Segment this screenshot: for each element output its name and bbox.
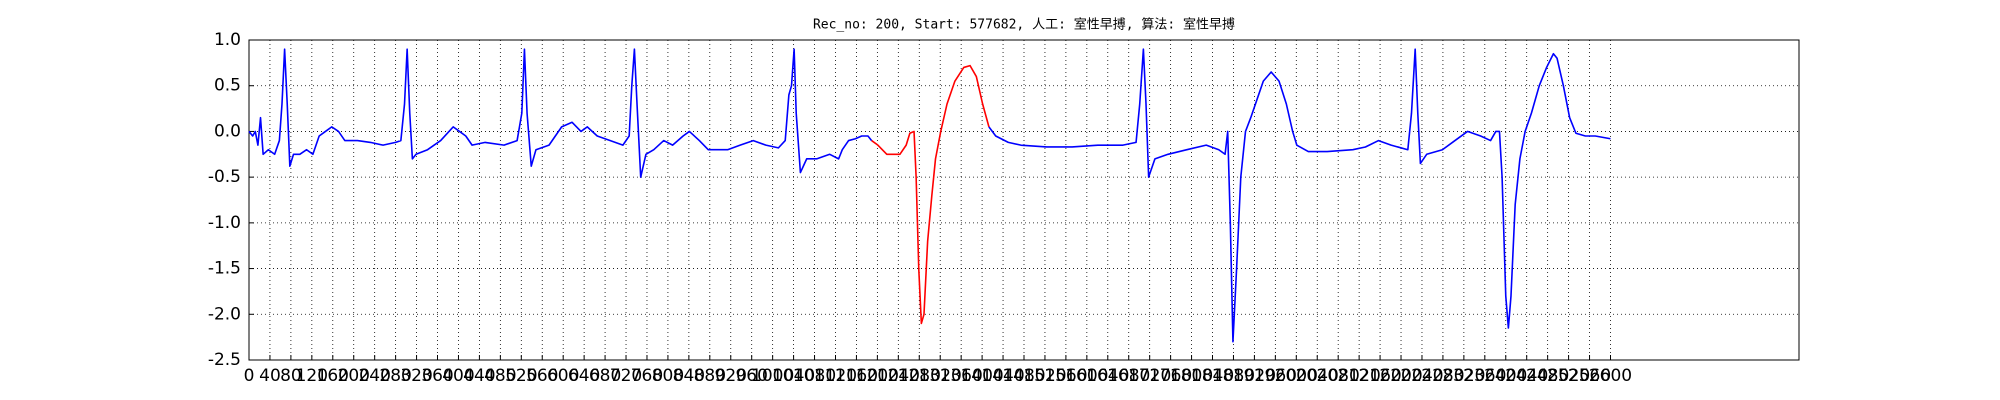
x-tick-label: 200 (338, 366, 370, 386)
ecg-line (248, 48, 873, 178)
x-tick-label: 2200 (1379, 366, 1422, 386)
x-tick-label: 0 (244, 366, 255, 386)
x-tick-label: 760 (631, 366, 663, 386)
x-tick-label: 680 (589, 366, 621, 386)
x-tick-label: 1080 (793, 366, 836, 386)
x-tick-label: 2480 (1526, 366, 1569, 386)
x-tick-label: 80 (280, 366, 302, 386)
x-tick-label: 1000 (751, 366, 794, 386)
x-tick-label: 2280 (1421, 366, 1464, 386)
x-tick-label: 1720 (1128, 366, 1171, 386)
x-tick-label: 720 (610, 366, 642, 386)
x-tick-label: 360 (421, 366, 453, 386)
x-tick-label: 440 (463, 366, 495, 386)
y-tick-label: 0.5 (214, 76, 241, 96)
ecg-line (988, 48, 1611, 343)
x-tick-label: 1160 (835, 366, 878, 386)
x-tick-label: 1800 (1170, 366, 1213, 386)
chart-title: Rec_no: 200, Start: 577682, 人工: 室性早搏, 算法… (813, 17, 1235, 33)
x-tick-label: 1120 (814, 366, 857, 386)
y-tick-label: 1.0 (214, 30, 241, 50)
x-tick-label: 560 (526, 366, 558, 386)
x-tick-label: 1760 (1149, 366, 1192, 386)
x-tick-label: 2240 (1400, 366, 1443, 386)
x-tick-label: 1840 (1191, 366, 1234, 386)
ecg-line (871, 64, 990, 325)
x-tick-label: 1680 (1107, 366, 1150, 386)
x-tick-label: 1400 (960, 366, 1003, 386)
x-tick-label: 2520 (1547, 366, 1590, 386)
x-tick-label: 1560 (1044, 366, 1087, 386)
x-tick-label: 2560 (1568, 366, 1611, 386)
x-tick-label: 1040 (772, 366, 815, 386)
x-tick-label: 1920 (1233, 366, 1276, 386)
x-tick-label: 1960 (1254, 366, 1297, 386)
x-tick-label: 1200 (856, 366, 899, 386)
x-tick-label: 40 (259, 366, 281, 386)
x-tick-label: 1440 (981, 366, 1024, 386)
x-tick-label: 2320 (1442, 366, 1485, 386)
x-tick-label: 960 (735, 366, 767, 386)
x-tick-label: 640 (568, 366, 600, 386)
x-tick-label: 240 (358, 366, 390, 386)
x-tick-label: 400 (442, 366, 474, 386)
x-tick-label: 2360 (1463, 366, 1506, 386)
x-tick-label: 160 (317, 366, 349, 386)
y-tick-label: -2.5 (208, 350, 241, 370)
x-tick-label: 280 (379, 366, 411, 386)
x-tick-label: 1880 (1212, 366, 1255, 386)
x-tick-label: 2080 (1317, 366, 1360, 386)
x-tick-label: 1240 (877, 366, 920, 386)
x-tick-label: 1360 (940, 366, 983, 386)
x-tick-label: 600 (547, 366, 579, 386)
x-tick-label: 320 (400, 366, 432, 386)
x-tick-label: 1320 (919, 366, 962, 386)
x-tick-label: 2040 (1296, 366, 1339, 386)
x-tick-label: 800 (652, 366, 684, 386)
x-tick-label: 2000 (1275, 366, 1318, 386)
x-tick-label: 2400 (1484, 366, 1527, 386)
x-tick-label: 2440 (1505, 366, 1548, 386)
y-tick-label: -2.0 (208, 304, 241, 324)
x-tick-label: 1520 (1023, 366, 1066, 386)
y-tick-label: -1.0 (208, 213, 241, 233)
x-tick-label: 1640 (1086, 366, 1129, 386)
x-tick-label: 920 (715, 366, 747, 386)
x-tick-label: 2120 (1338, 366, 1381, 386)
x-tick-label: 120 (296, 366, 328, 386)
x-tick-label: 840 (673, 366, 705, 386)
x-tick-label: 1600 (1065, 366, 1108, 386)
x-tick-label: 2600 (1589, 366, 1632, 386)
x-tick-label: 520 (505, 366, 537, 386)
x-tick-label: 2160 (1358, 366, 1401, 386)
y-tick-label: -0.5 (208, 167, 241, 187)
x-tick-label: 880 (694, 366, 726, 386)
x-tick-label: 1280 (898, 366, 941, 386)
x-tick-label: 1480 (1002, 366, 1045, 386)
y-tick-label: 0.0 (214, 121, 241, 141)
y-tick-label: -1.5 (208, 259, 241, 279)
x-tick-label: 480 (484, 366, 516, 386)
